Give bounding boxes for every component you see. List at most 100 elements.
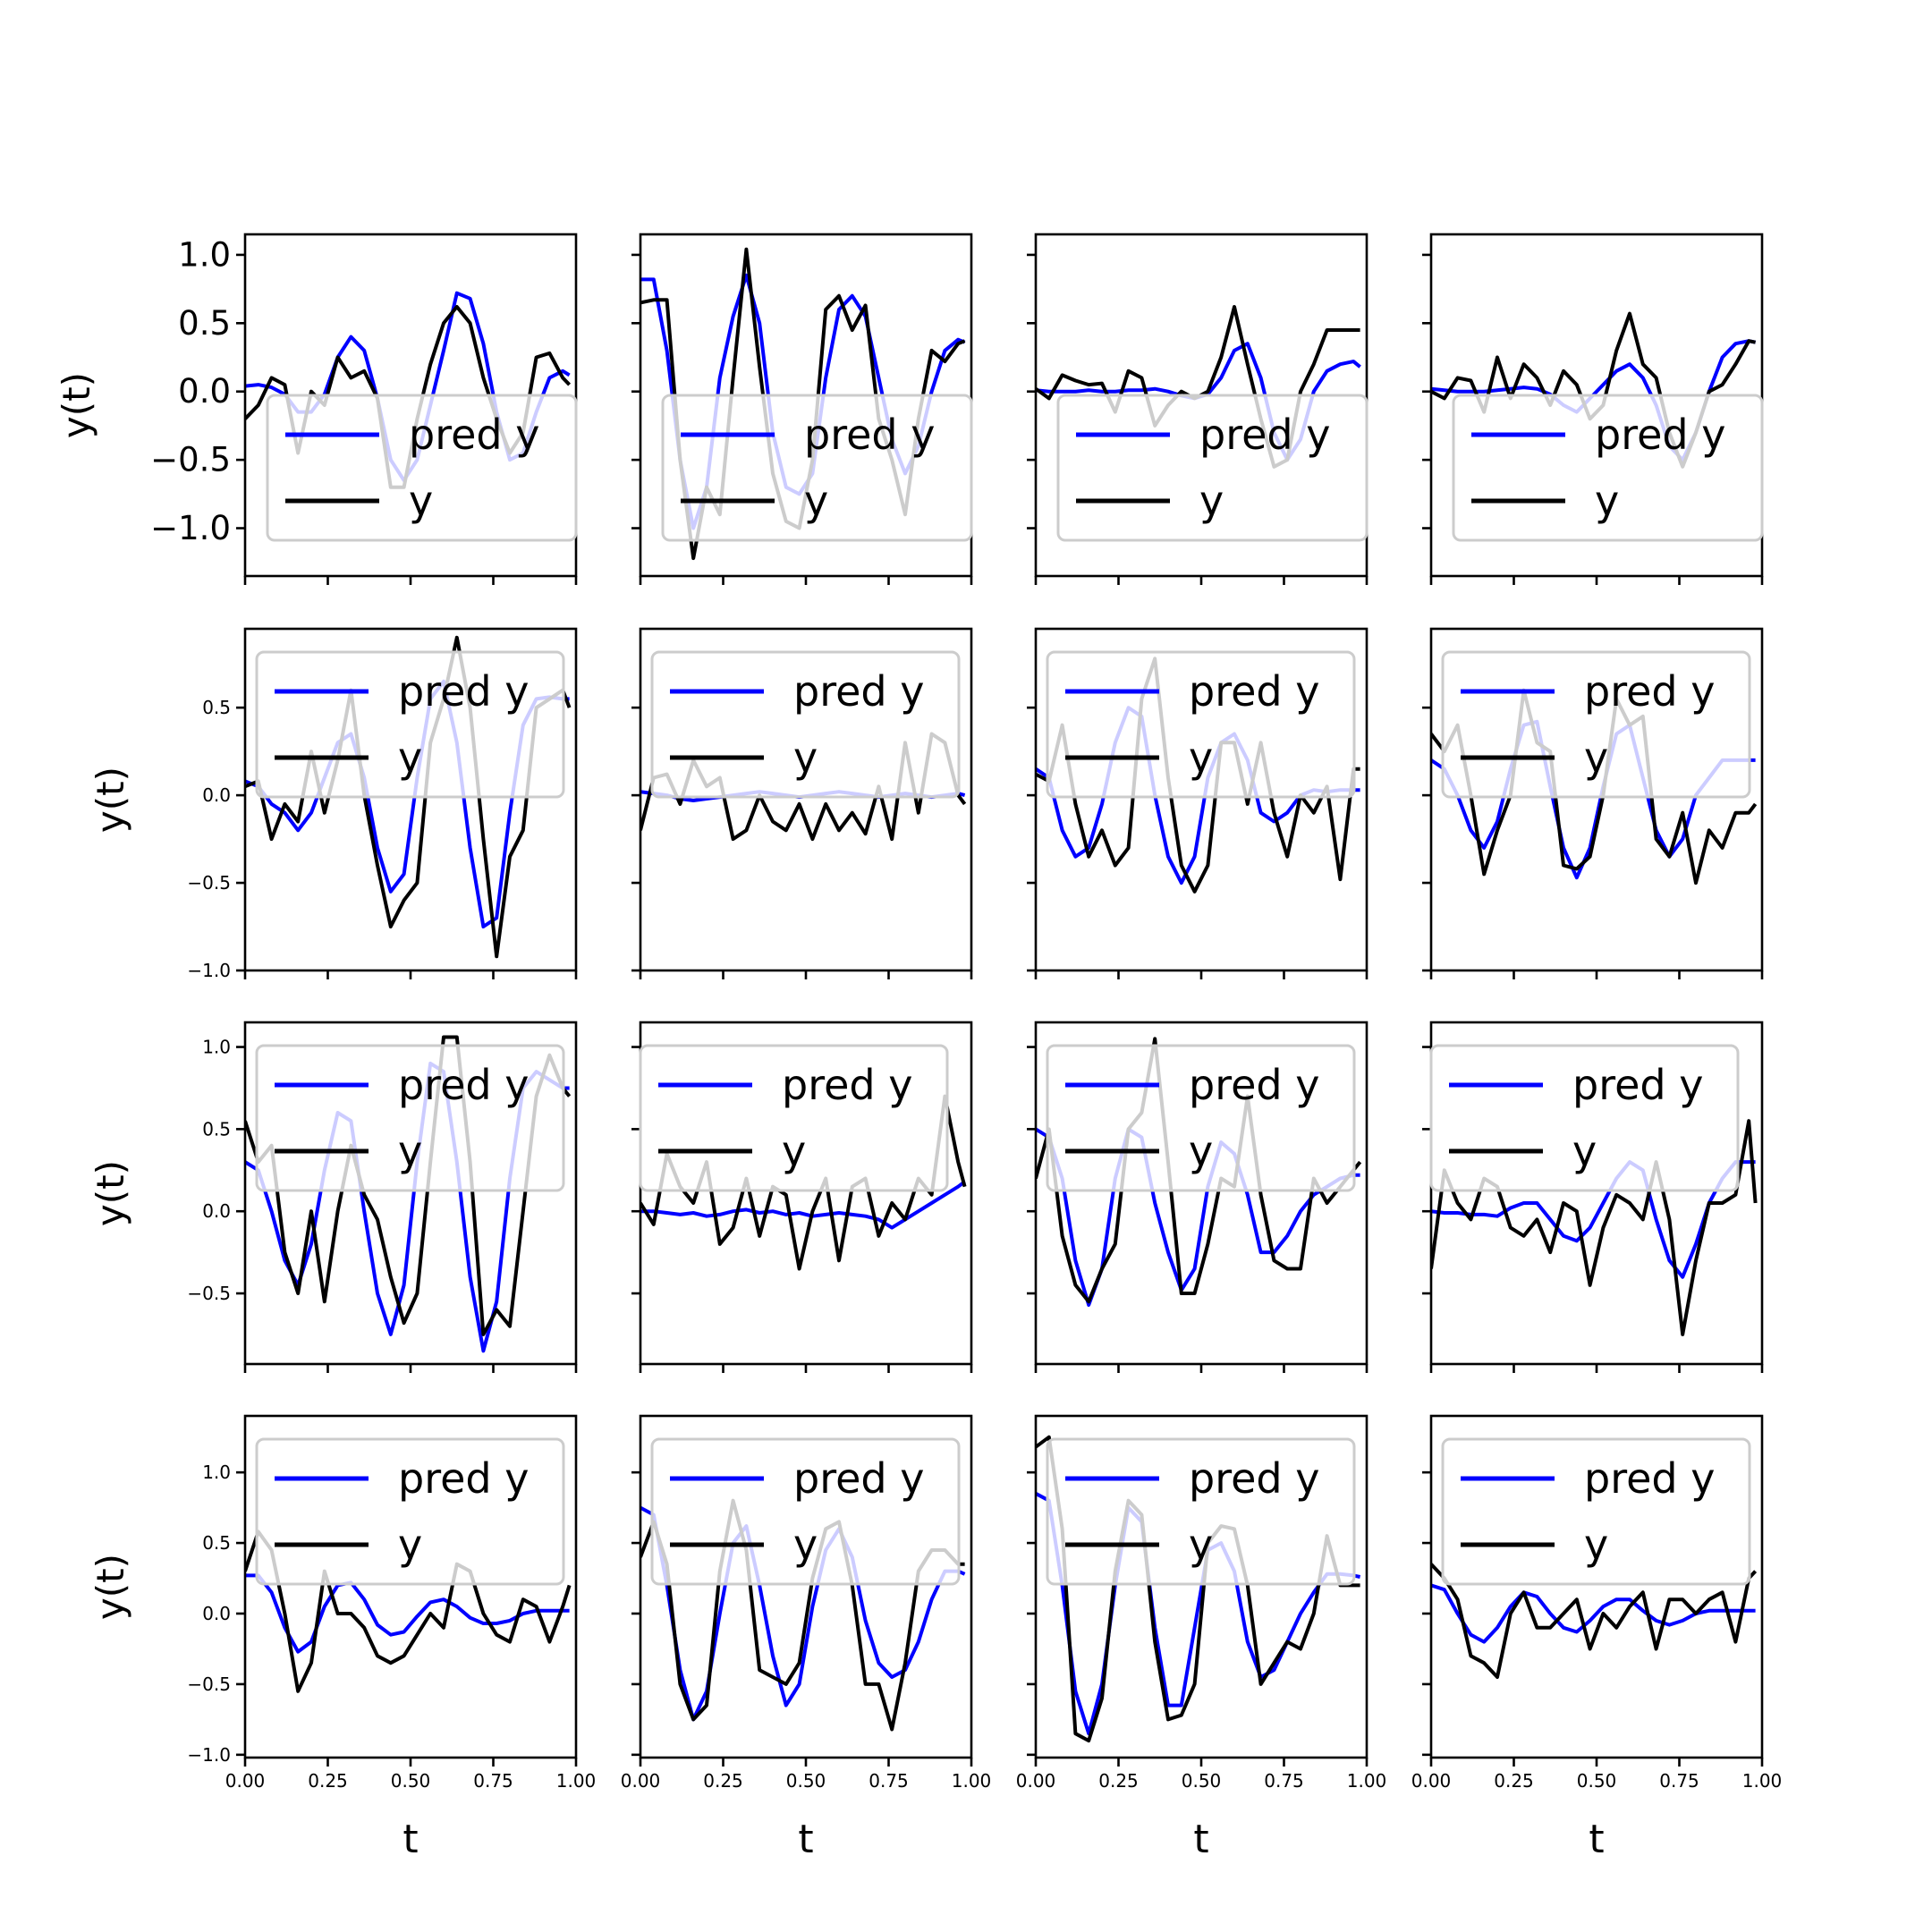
y-tick-label: −1.0 [150,509,231,547]
x-tick-label: 0.50 [391,1770,431,1792]
x-tick-label: 1.00 [1742,1770,1783,1792]
legend-box [255,1437,565,1586]
subplot-r1c0: −1.0 −0.5 0.0 0.5 y(t) pred y y [89,627,578,981]
subplot-r3c0: −1.0 −0.5 0.0 0.5 1.0 0.00 0.25 0.50 0.75 1.00 y(t… [89,1414,597,1862]
legend-label: y [398,733,422,782]
subplot-r0c0: −1.0 −0.5 0.0 0.5 1.0 y(t) pred y y [55,233,578,585]
legend-label: pred y [1189,1454,1319,1503]
y-tick-label: 0.0 [202,784,231,806]
x-tick-label: 0.25 [308,1770,348,1792]
x-axis-label: t [402,1817,418,1862]
x-tick-label: 0.75 [1659,1770,1699,1792]
legend-box [1441,1437,1751,1586]
legend: pred y y [1046,650,1356,799]
subplot-r0c2: pred y y [1027,233,1368,585]
x-tick-label: 1.00 [952,1770,992,1792]
legend-label: y [804,477,828,525]
legend: pred y y [266,394,578,542]
legend-box [650,650,961,799]
legend: pred y y [1429,1044,1740,1192]
legend-label: pred y [409,411,539,459]
series-line-pred-y [640,1180,966,1230]
x-tick-label: 0.00 [621,1770,661,1792]
y-tick-label: −0.5 [187,1283,231,1304]
legend: pred y y [1441,650,1751,799]
legend: pred y y [255,650,565,799]
legend-label: pred y [398,1061,529,1109]
legend-label: y [1189,733,1213,782]
legend-label: pred y [782,1061,912,1109]
series-group [1036,1037,1362,1307]
x-tick-label: 0.25 [703,1770,743,1792]
y-axis-label: y(t) [55,372,98,438]
x-tick-label: 0.50 [1577,1770,1617,1792]
legend-label: y [1584,1521,1608,1569]
legend-box [255,650,565,799]
legend-label: y [793,1521,818,1569]
legend-box [1046,650,1356,799]
series-line-pred-y [245,1573,570,1654]
legend-label: pred y [1584,667,1715,716]
subplot-r2c0: −0.5 0.0 0.5 1.0 y(t) pred y y [89,1021,578,1373]
legend: pred y y [1056,394,1368,542]
legend-box [1046,1437,1356,1586]
legend-label: pred y [1189,667,1319,716]
x-axis-label: t [798,1817,813,1862]
legend-label: y [1189,1521,1213,1569]
y-tick-label: 1.0 [202,1462,231,1483]
legend-label: pred y [398,667,529,716]
legend-label: y [793,733,818,782]
legend-box [639,1044,949,1192]
x-tick-label: 1.00 [556,1770,597,1792]
legend-box [1441,650,1751,799]
legend-box [255,1044,565,1192]
legend-box [1429,1044,1740,1192]
subplot-r2c1: pred y y [631,1021,973,1373]
series-group [245,1530,572,1693]
subplot-r3c1: 0.00 0.25 0.50 0.75 1.00 t pred y y [621,1414,992,1862]
legend: pred y y [1452,394,1764,542]
subplot-r1c1: pred y y [631,627,973,979]
legend-label: pred y [1584,1454,1715,1503]
subplot-r1c2: pred y y [1027,627,1368,979]
series-line-y [245,635,572,959]
x-tick-label: 0.75 [1264,1770,1304,1792]
x-tick-label: 0.50 [786,1770,826,1792]
y-tick-label: 1.0 [178,235,231,274]
legend-label: y [1584,733,1608,782]
legend-label: y [782,1127,806,1175]
y-tick-label: 0.0 [202,1603,231,1624]
legend-box [1056,394,1368,542]
subplot-r0c3: pred y y [1422,233,1764,585]
series-line-y [245,1530,572,1693]
legend-box [661,394,973,542]
y-axis-label: y(t) [89,767,132,833]
y-tick-label: −0.5 [150,441,231,479]
x-tick-label: 0.50 [1182,1770,1222,1792]
legend: pred y y [1441,1437,1751,1586]
y-tick-label: 0.5 [178,304,231,343]
y-tick-label: 1.0 [202,1037,231,1058]
subplot-r0c1: pred y y [631,233,973,585]
subplot-r2c3: pred y y [1422,1021,1764,1373]
subplot-r3c3: 0.00 0.25 0.50 0.75 1.00 t pred y y [1411,1414,1783,1862]
series-line-y [640,1498,965,1732]
legend-box [650,1437,961,1586]
x-axis-label: t [1589,1817,1604,1862]
legend-label: pred y [793,667,924,716]
x-tick-label: 0.75 [869,1770,909,1792]
series-line-y [1431,688,1758,886]
y-tick-label: −0.5 [187,872,231,894]
legend-label: y [1595,477,1619,525]
legend-label: pred y [804,411,935,459]
y-tick-label: −1.0 [187,1744,231,1766]
x-axis-label: t [1193,1817,1208,1862]
legend-box [266,394,578,542]
series-group [1036,1435,1361,1743]
legend-label: pred y [1189,1061,1319,1109]
series-line-y [1036,1037,1362,1304]
legend-label: pred y [1572,1061,1703,1109]
x-tick-label: 0.00 [1411,1770,1452,1792]
series-line-y [1431,1563,1758,1679]
